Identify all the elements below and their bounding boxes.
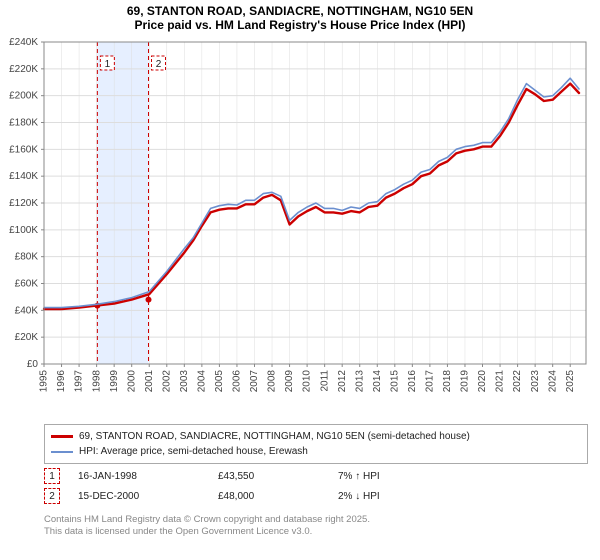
transaction-badge: 2 <box>44 488 60 504</box>
chart-plot: 12£0£20K£40K£60K£80K£100K£120K£140K£160K… <box>44 40 588 410</box>
svg-text:2013: 2013 <box>354 370 365 393</box>
svg-text:£120K: £120K <box>9 198 38 209</box>
transactions-table: 1 16-JAN-1998£43,5507% ↑ HPI 2 15-DEC-2000£… <box>44 466 588 506</box>
svg-text:£20K: £20K <box>15 332 39 343</box>
svg-text:2007: 2007 <box>249 370 260 393</box>
footer-line1: Contains HM Land Registry data © Crown c… <box>44 514 588 526</box>
svg-text:2025: 2025 <box>565 370 576 393</box>
svg-text:2012: 2012 <box>337 370 348 393</box>
transaction-badge: 1 <box>44 468 60 484</box>
svg-text:2014: 2014 <box>372 370 383 393</box>
svg-text:2009: 2009 <box>284 370 295 393</box>
legend-label: HPI: Average price, semi-detached house,… <box>79 444 308 459</box>
svg-text:2000: 2000 <box>126 370 137 393</box>
svg-text:2004: 2004 <box>197 370 208 393</box>
svg-text:2016: 2016 <box>407 370 418 393</box>
svg-text:£40K: £40K <box>15 305 39 316</box>
footer-line2: This data is licensed under the Open Gov… <box>44 526 588 538</box>
svg-text:2023: 2023 <box>530 370 541 393</box>
title-line1: 69, STANTON ROAD, SANDIACRE, NOTTINGHAM,… <box>0 4 600 18</box>
svg-text:£200K: £200K <box>9 91 38 102</box>
svg-text:£80K: £80K <box>15 252 39 263</box>
svg-text:1995: 1995 <box>39 370 50 393</box>
svg-text:2001: 2001 <box>144 370 155 393</box>
transaction-row: 2 15-DEC-2000£48,0002% ↓ HPI <box>44 486 588 506</box>
svg-text:2010: 2010 <box>302 370 313 393</box>
chart-svg: 12£0£20K£40K£60K£80K£100K£120K£140K£160K… <box>44 40 588 410</box>
svg-text:2: 2 <box>156 59 162 70</box>
svg-text:2024: 2024 <box>547 370 558 393</box>
transaction-date: 16-JAN-1998 <box>78 471 218 482</box>
svg-text:2003: 2003 <box>179 370 190 393</box>
legend-swatch <box>51 435 73 438</box>
svg-text:£140K: £140K <box>9 171 38 182</box>
svg-text:£60K: £60K <box>15 279 39 290</box>
svg-text:£180K: £180K <box>9 118 38 129</box>
svg-text:£100K: £100K <box>9 225 38 236</box>
svg-text:2019: 2019 <box>460 370 471 393</box>
transaction-change: 7% ↑ HPI <box>338 471 458 482</box>
svg-text:£240K: £240K <box>9 37 38 48</box>
svg-text:2020: 2020 <box>477 370 488 393</box>
svg-text:2015: 2015 <box>389 370 400 393</box>
svg-text:2017: 2017 <box>425 370 436 393</box>
footer: Contains HM Land Registry data © Crown c… <box>44 514 588 538</box>
transaction-change: 2% ↓ HPI <box>338 491 458 502</box>
svg-text:£160K: £160K <box>9 144 38 155</box>
svg-text:2002: 2002 <box>161 370 172 393</box>
legend: 69, STANTON ROAD, SANDIACRE, NOTTINGHAM,… <box>44 424 588 464</box>
svg-text:2008: 2008 <box>267 370 278 393</box>
title-line2: Price paid vs. HM Land Registry's House … <box>0 18 600 32</box>
transaction-date: 15-DEC-2000 <box>78 491 218 502</box>
transaction-row: 1 16-JAN-1998£43,5507% ↑ HPI <box>44 466 588 486</box>
svg-text:2022: 2022 <box>512 370 523 393</box>
svg-text:1999: 1999 <box>109 370 120 393</box>
svg-text:£0: £0 <box>27 359 39 370</box>
transaction-price: £43,550 <box>218 471 338 482</box>
transaction-price: £48,000 <box>218 491 338 502</box>
svg-text:1997: 1997 <box>74 370 85 393</box>
svg-text:1: 1 <box>105 59 111 70</box>
legend-label: 69, STANTON ROAD, SANDIACRE, NOTTINGHAM,… <box>79 429 470 444</box>
legend-swatch <box>51 451 73 453</box>
svg-text:2005: 2005 <box>214 370 225 393</box>
svg-text:1996: 1996 <box>56 370 67 393</box>
legend-item: 69, STANTON ROAD, SANDIACRE, NOTTINGHAM,… <box>51 429 581 444</box>
svg-text:2006: 2006 <box>232 370 243 393</box>
svg-text:2011: 2011 <box>319 370 330 392</box>
legend-item: HPI: Average price, semi-detached house,… <box>51 444 581 459</box>
svg-text:1998: 1998 <box>91 370 102 393</box>
svg-text:2018: 2018 <box>442 370 453 393</box>
svg-text:2021: 2021 <box>495 370 506 393</box>
chart-title: 69, STANTON ROAD, SANDIACRE, NOTTINGHAM,… <box>0 0 600 32</box>
svg-text:£220K: £220K <box>9 64 38 75</box>
